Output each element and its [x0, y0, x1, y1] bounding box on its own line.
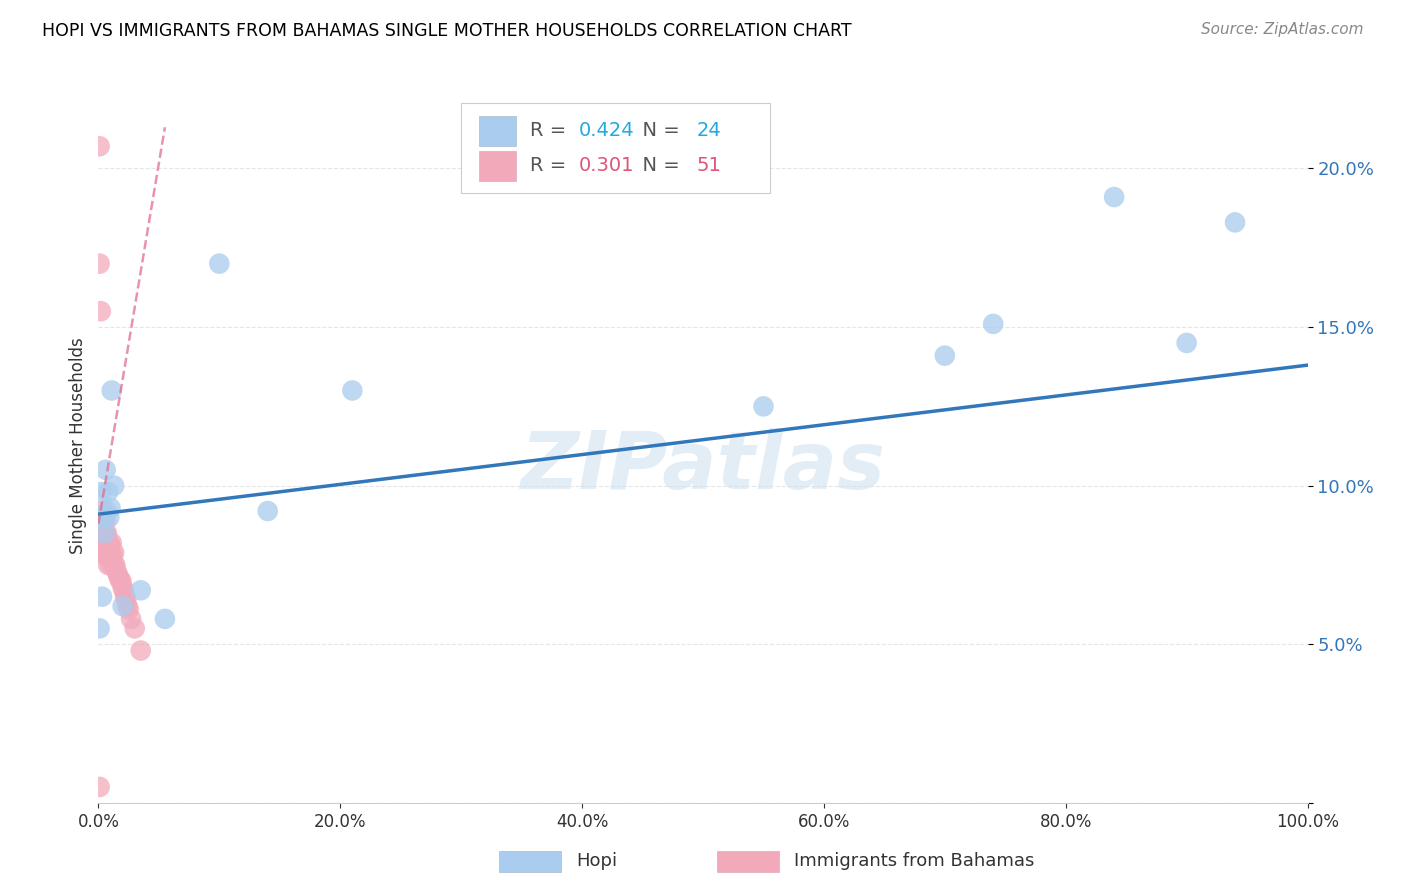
Point	[112, 583, 135, 598]
Point	[115, 592, 138, 607]
Point	[94, 514, 117, 528]
Point	[98, 549, 121, 563]
Point	[110, 574, 132, 588]
Point	[91, 504, 114, 518]
Point	[91, 545, 114, 559]
Text: 0.424: 0.424	[578, 121, 634, 140]
Point	[981, 317, 1004, 331]
Point	[93, 526, 115, 541]
Point	[208, 257, 231, 271]
Point	[111, 599, 134, 614]
Text: R =: R =	[530, 121, 572, 140]
Point	[342, 384, 364, 398]
Point	[96, 535, 118, 549]
Bar	[479, 151, 516, 180]
Point	[90, 510, 112, 524]
Point	[97, 545, 120, 559]
Point	[1102, 190, 1125, 204]
Point	[101, 549, 124, 563]
Point	[100, 384, 122, 398]
Point	[1223, 215, 1246, 229]
Point	[97, 485, 120, 500]
Point	[100, 539, 122, 553]
Point	[114, 590, 136, 604]
Point	[91, 510, 114, 524]
Text: Hopi: Hopi	[576, 852, 617, 870]
Point	[91, 590, 114, 604]
Point	[93, 526, 115, 541]
Text: ZIPatlas: ZIPatlas	[520, 428, 886, 507]
Point	[91, 526, 114, 541]
Point	[93, 542, 115, 557]
Point	[94, 549, 117, 563]
Point	[98, 535, 121, 549]
Text: 24: 24	[697, 121, 721, 140]
Point	[117, 599, 139, 614]
Point	[103, 558, 125, 572]
Point	[124, 621, 146, 635]
Point	[94, 526, 117, 541]
Point	[111, 580, 134, 594]
Point	[93, 510, 115, 524]
Point	[103, 478, 125, 492]
Y-axis label: Single Mother Households: Single Mother Households	[69, 338, 87, 554]
Point	[89, 510, 111, 524]
Point	[100, 535, 122, 549]
Text: HOPI VS IMMIGRANTS FROM BAHAMAS SINGLE MOTHER HOUSEHOLDS CORRELATION CHART: HOPI VS IMMIGRANTS FROM BAHAMAS SINGLE M…	[42, 22, 852, 40]
Point	[96, 526, 118, 541]
Point	[105, 564, 128, 578]
Point	[89, 139, 111, 153]
Text: 0.301: 0.301	[578, 156, 634, 175]
FancyBboxPatch shape	[461, 103, 769, 193]
Text: N =: N =	[630, 121, 686, 140]
Point	[1175, 335, 1198, 350]
Point	[100, 549, 122, 563]
Point	[108, 571, 131, 585]
Point	[752, 400, 775, 414]
Point	[96, 504, 118, 518]
Point	[90, 533, 112, 547]
Point	[103, 545, 125, 559]
Point	[98, 510, 121, 524]
Bar	[479, 116, 516, 145]
Text: Source: ZipAtlas.com: Source: ZipAtlas.com	[1201, 22, 1364, 37]
Point	[89, 257, 111, 271]
Point	[89, 780, 111, 794]
Point	[91, 545, 114, 559]
Point	[89, 621, 111, 635]
Point	[934, 349, 956, 363]
Point	[129, 583, 152, 598]
Point	[108, 574, 131, 588]
Point	[104, 558, 127, 572]
Point	[94, 535, 117, 549]
Point	[100, 549, 122, 563]
Point	[256, 504, 278, 518]
Point	[94, 463, 117, 477]
Text: R =: R =	[530, 156, 572, 175]
Point	[90, 304, 112, 318]
Point	[153, 612, 176, 626]
Point	[129, 643, 152, 657]
Point	[96, 549, 118, 563]
Point	[97, 558, 120, 572]
Point	[107, 567, 129, 582]
Point	[90, 485, 112, 500]
Point	[91, 510, 114, 524]
Point	[100, 500, 122, 515]
Text: N =: N =	[630, 156, 686, 175]
Text: 51: 51	[697, 156, 721, 175]
Point	[100, 558, 122, 572]
Text: Immigrants from Bahamas: Immigrants from Bahamas	[794, 852, 1035, 870]
Point	[120, 612, 142, 626]
Point	[91, 523, 114, 537]
Point	[118, 602, 141, 616]
Point	[97, 535, 120, 549]
